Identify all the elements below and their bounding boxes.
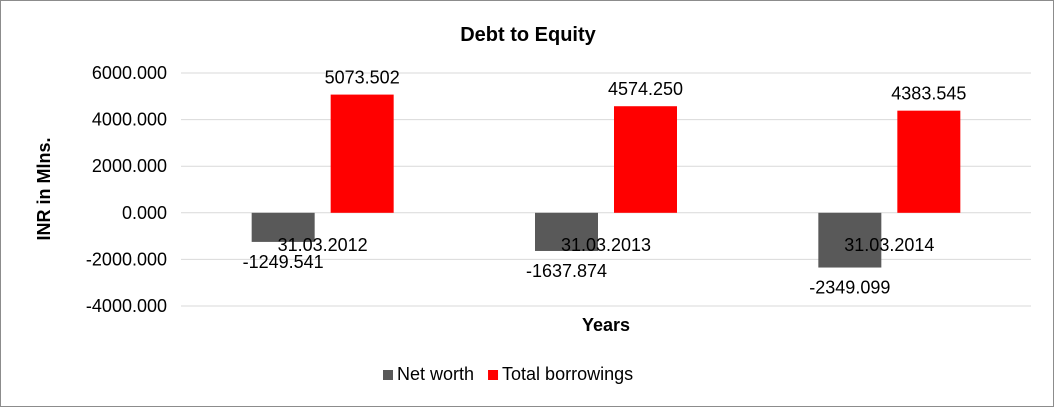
net-worth-bar — [251, 212, 315, 242]
data-label: -2349.099 — [809, 278, 890, 298]
total-borrowings-bar — [330, 94, 394, 213]
y-tick-label: 6000.000 — [92, 63, 167, 83]
gridlines: 6000.000 4000.000 2000.000 0.000 -2000.000 -4… — [86, 63, 1031, 316]
x-category-label: 31.03.2013 — [561, 235, 651, 255]
y-axis-title: INR in Mlns. — [34, 138, 54, 241]
data-label: 5073.502 — [325, 68, 400, 88]
chart-title: Debt to Equity — [460, 24, 596, 46]
data-label: -1249.541 — [243, 252, 324, 272]
x-category-label: 31.03.2012 — [278, 235, 368, 255]
bars — [251, 94, 961, 268]
y-tick-label: -4000.000 — [86, 296, 167, 316]
x-category-label: 31.03.2014 — [844, 235, 934, 255]
net-worth-bar — [818, 212, 882, 268]
y-tick-label: 4000.000 — [92, 110, 167, 130]
legend-label: Net worth — [397, 364, 474, 384]
data-labels: -1249.541 5073.502 31.03.2012 -1637.874 4574… — [243, 68, 967, 298]
data-label: 4383.545 — [891, 84, 966, 104]
legend: Net worth Total borrowings — [383, 364, 633, 384]
legend-swatch-net-worth — [383, 370, 393, 380]
data-label: -1637.874 — [526, 261, 607, 281]
y-tick-label: 2000.000 — [92, 156, 167, 176]
total-borrowings-bar — [897, 110, 961, 213]
y-tick-label: -2000.000 — [86, 249, 167, 269]
legend-swatch-total-borrowings — [488, 370, 499, 380]
x-axis-title: Years — [582, 315, 630, 335]
net-worth-bar — [535, 212, 598, 251]
legend-label: Total borrowings — [502, 364, 633, 384]
total-borrowings-bar — [614, 106, 677, 213]
y-tick-label: 0.000 — [122, 203, 167, 223]
data-label: 4574.250 — [608, 79, 683, 99]
